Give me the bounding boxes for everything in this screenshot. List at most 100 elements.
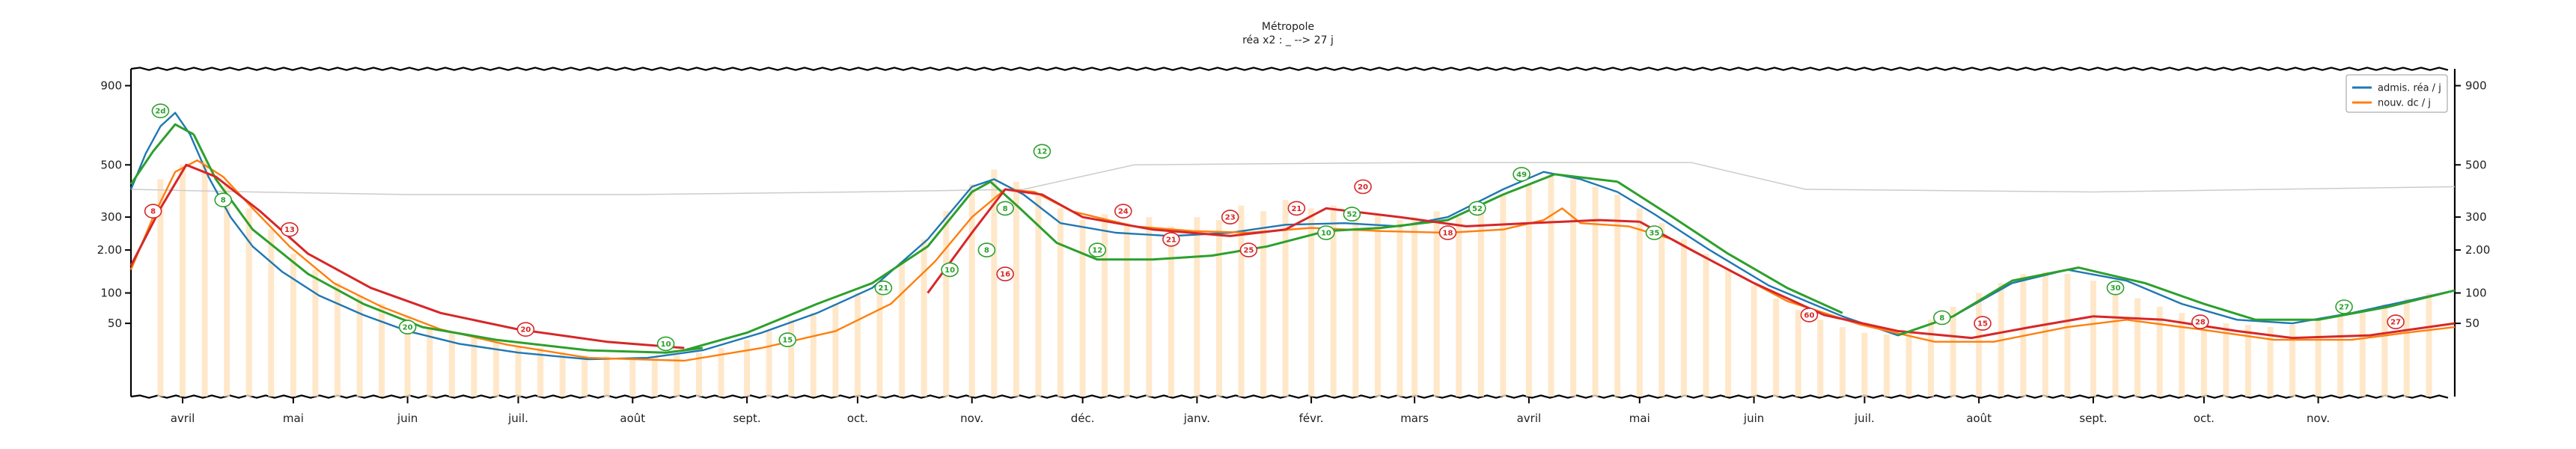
- y-tick-label-left: 50: [108, 317, 122, 330]
- y-tick-label-right: 300: [2465, 210, 2487, 224]
- plot-border-top: [130, 67, 2449, 71]
- annotation-circle: [281, 222, 299, 237]
- daily-bar: [404, 316, 411, 397]
- daily-bar: [1411, 217, 1418, 397]
- daily-bar: [854, 293, 861, 397]
- daily-bar: [1525, 184, 1532, 397]
- plot-frame: [129, 67, 2456, 399]
- daily-bar: [1282, 200, 1289, 397]
- daily-bar: [427, 327, 433, 397]
- daily-bar: [899, 261, 906, 397]
- annotation-label: 2d: [155, 108, 165, 116]
- annotation-marker: 30: [2106, 280, 2125, 296]
- reference-line: [130, 162, 2456, 195]
- annotation-circle: [778, 332, 797, 347]
- annotation-label: 21: [1291, 205, 1301, 213]
- trend-segment-1: [192, 133, 703, 354]
- trend-segment-6: [1617, 180, 1843, 314]
- y-tick-label-right: 2.00: [2465, 243, 2490, 257]
- annotation-circle: [1088, 242, 1107, 257]
- annotation-circle: [2106, 280, 2125, 296]
- daily-bar: [1592, 186, 1599, 397]
- y-tick-label-right: 100: [2465, 287, 2487, 300]
- annotation-label: 52: [1472, 205, 1483, 213]
- annotation-circle: [941, 262, 959, 278]
- x-tick-label: août: [1966, 412, 1991, 425]
- daily-bar: [1374, 214, 1381, 397]
- daily-bar: [1260, 211, 1267, 397]
- annotation-label: 21: [1166, 236, 1176, 244]
- daily-bar: [718, 348, 724, 397]
- daily-bar: [991, 169, 998, 397]
- annotation-marker: 20: [398, 320, 417, 335]
- annotation-marker: 49: [1513, 167, 1530, 182]
- annotation-label: 12: [1092, 247, 1102, 255]
- daily-bar: [1123, 223, 1130, 397]
- x-tick-label: déc.: [1071, 412, 1095, 425]
- daily-bar: [1839, 327, 1846, 397]
- annotation-circle: [977, 242, 996, 257]
- x-tick-label: oct.: [2194, 412, 2215, 425]
- annotation-label: 8: [150, 208, 156, 216]
- annotation-circle: [2387, 314, 2405, 329]
- daily-bar: [1215, 220, 1222, 397]
- chart-subtitle: réa x2 : _ --> 27 j: [1242, 34, 1334, 46]
- daily-bar: [943, 211, 950, 397]
- x-tick-label: juil.: [507, 412, 528, 425]
- daily-bar: [629, 358, 636, 397]
- daily-bar: [1308, 208, 1315, 397]
- annotation-circle: [1513, 167, 1530, 182]
- legend: admis. réa / j nouv. dc / j: [2345, 74, 2448, 113]
- daily-bar: [1928, 320, 1935, 397]
- annotation-label: 15: [1977, 320, 1988, 329]
- annotation-marker: 15: [778, 332, 797, 347]
- annotation-marker: 24: [1114, 204, 1132, 219]
- daily-bar: [744, 340, 751, 397]
- daily-bar: [1548, 174, 1554, 397]
- trend-segment-4: [989, 173, 1618, 261]
- annotation-marker: 21: [1287, 201, 1306, 216]
- chart-title-group: Métropole réa x2 : _ --> 27 j: [1242, 21, 1334, 46]
- daily-bar: [1636, 208, 1643, 397]
- daily-bar: [379, 304, 385, 397]
- annotation-marker: 20: [516, 322, 535, 337]
- legend-label: admis. réa / j: [2378, 83, 2441, 94]
- annotation-marker: 52: [1468, 201, 1486, 216]
- daily-bar: [2337, 314, 2344, 397]
- annotation-marker: 18: [1438, 225, 1457, 240]
- y-tick-label-left: 500: [100, 158, 122, 171]
- annotation-label: 28: [2195, 319, 2206, 327]
- x-tick-label: mai: [283, 412, 304, 425]
- daily-bar: [1102, 214, 1108, 397]
- daily-bar: [1352, 217, 1359, 397]
- daily-bar: [2200, 320, 2207, 397]
- annotation-label: 8: [1003, 205, 1008, 213]
- annotation-marker: 10: [656, 336, 675, 352]
- daily-bar: [1884, 334, 1890, 397]
- annotation-circle: [1354, 179, 1372, 195]
- daily-bar: [1751, 285, 1757, 397]
- annotation-circle: [1343, 207, 1361, 222]
- annotation-marker: 52: [1343, 207, 1361, 222]
- annotation-label: 8: [221, 197, 226, 205]
- x-tick-label: août: [620, 412, 645, 425]
- annotation-marker: 8: [144, 204, 162, 219]
- plot-border-bottom: [130, 394, 2449, 399]
- annotation-marker: 21: [874, 280, 893, 296]
- daily-bar: [2315, 320, 2322, 397]
- x-tick-label: nov.: [2307, 412, 2330, 425]
- trend-segment-3: [683, 180, 992, 352]
- trend-segment-2: [129, 163, 685, 349]
- daily-bar: [268, 229, 275, 397]
- annotation-circle: [1162, 232, 1180, 247]
- y-tick-label-left: 300: [100, 210, 122, 224]
- daily-bar: [157, 179, 164, 397]
- daily-bar: [245, 208, 252, 397]
- annotation-circle: [1114, 204, 1132, 219]
- daily-bar: [515, 346, 522, 397]
- annotation-marker: 10: [1317, 225, 1335, 240]
- daily-bar: [1057, 208, 1063, 397]
- x-tick-label: juin: [1743, 412, 1764, 425]
- daily-bar: [2245, 325, 2251, 397]
